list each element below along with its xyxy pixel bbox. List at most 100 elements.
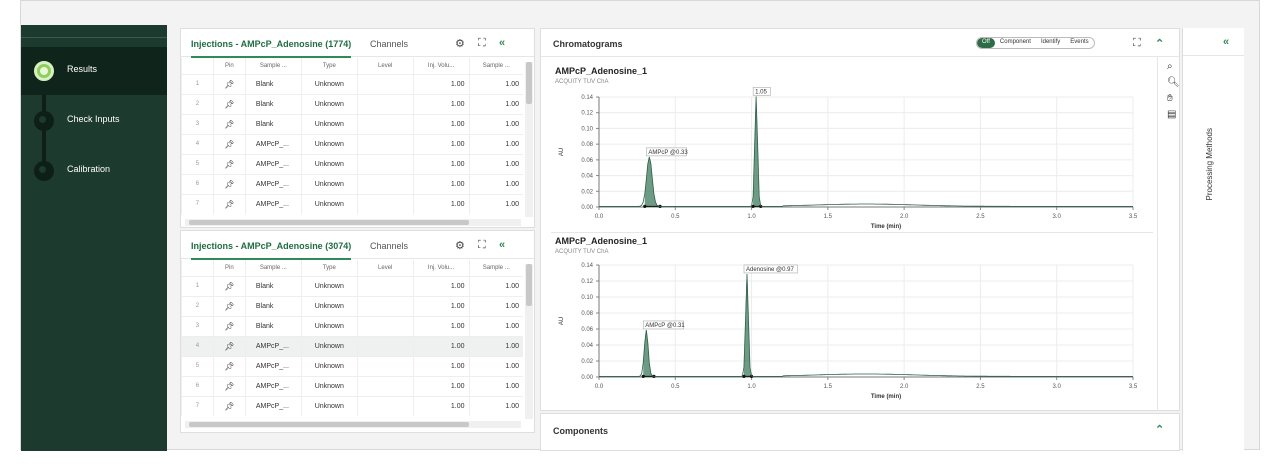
scrollbar-thumb[interactable] <box>189 422 469 427</box>
table-row[interactable]: 1 📌︎ Blank Unknown 1.00 1.00 <box>181 275 523 296</box>
column-header[interactable]: Type <box>300 260 358 276</box>
table-row[interactable]: 2 📌︎ Blank Unknown 1.00 1.00 <box>181 93 523 114</box>
chromatogram-chart-2[interactable]: 0.00 0.02 0.04 0.06 0.08 0.10 0.12 0.14 0.0 0.5 1.… <box>551 255 1151 401</box>
expand-icon[interactable]: ⛶ <box>1133 37 1141 49</box>
horizontal-scrollbar[interactable] <box>185 421 521 428</box>
pushpin-icon[interactable]: 📌︎ <box>212 93 246 114</box>
peak-label-box <box>642 320 684 330</box>
x-tick-label: 3.0 <box>1053 214 1062 220</box>
pushpin-icon[interactable]: 📌︎ <box>212 375 246 396</box>
column-header[interactable]: Level <box>356 260 414 276</box>
annotation-toggle[interactable]: Off Component Identify Events <box>976 37 1095 49</box>
inj-volume-cell: 1.00 <box>412 275 470 296</box>
column-header[interactable]: Type <box>300 58 358 74</box>
level-cell <box>356 133 414 154</box>
pushpin-icon[interactable]: 📌︎ <box>212 395 246 416</box>
expand-icon[interactable]: ⛶ <box>478 239 486 251</box>
pushpin-icon[interactable]: 📌︎ <box>212 133 246 154</box>
chromatogram-title: AMPcP_Adenosine_1 <box>555 236 648 246</box>
peak-label-text: AMPcP @0.31 <box>645 323 685 329</box>
row-number: 1 <box>181 275 214 296</box>
type-cell: Unknown <box>300 173 358 194</box>
zoom-reset-icon[interactable]: ⌕ <box>1167 61 1173 72</box>
inj-volume-cell: 1.00 <box>412 73 470 94</box>
table-row[interactable]: 6 📌︎ AMPcP_... Unknown 1.00 1.00 <box>181 173 523 194</box>
pushpin-icon[interactable]: 📌︎ <box>212 73 246 94</box>
pushpin-icon[interactable]: 📌︎ <box>212 193 246 214</box>
toggle-option-off[interactable]: Off <box>977 38 995 48</box>
horizontal-scrollbar[interactable] <box>185 219 521 226</box>
table-row[interactable]: 1 📌︎ Blank Unknown 1.00 1.00 <box>181 73 523 94</box>
column-header[interactable]: Sample ... <box>244 58 302 74</box>
expand-up-icon[interactable]: ⌃ <box>1155 424 1165 436</box>
tab-injections[interactable]: Injections - AMPcP_Adenosine (3074) <box>191 241 352 260</box>
type-cell: Unknown <box>300 133 358 154</box>
tab-injections[interactable]: Injections - AMPcP_Adenosine (1774) <box>191 39 352 58</box>
panel-header: Chromatograms Off Component Identify Eve… <box>541 29 1179 57</box>
double-chevron-left-icon[interactable]: « <box>1223 36 1230 48</box>
scrollbar-thumb[interactable] <box>189 220 469 225</box>
column-header[interactable]: Sample ... <box>468 260 523 276</box>
sample-value-cell: 1.00 <box>468 275 523 296</box>
step-label: Calibration <box>67 164 111 174</box>
pushpin-icon[interactable]: 📌︎ <box>212 275 246 296</box>
vertical-scrollbar[interactable] <box>525 264 533 419</box>
tab-channels[interactable]: Channels <box>370 39 409 49</box>
inj-volume-cell: 1.00 <box>412 375 470 396</box>
column-header[interactable]: Sample ... <box>244 260 302 276</box>
pushpin-icon[interactable]: 📌︎ <box>212 113 246 134</box>
chromatogram-chart-1[interactable]: 0.00 0.02 0.04 0.06 0.08 0.10 0.12 0.14 0.0 0.5 1.… <box>551 87 1151 231</box>
step-indicator-icon <box>34 111 54 131</box>
step-check-inputs[interactable]: Check Inputs <box>21 97 167 145</box>
peak-start-marker <box>643 204 647 208</box>
table-row[interactable]: 7 📌︎ AMPcP_... Unknown 1.00 1.00 <box>181 193 523 214</box>
gear-icon[interactable]: ⚙ <box>455 240 465 252</box>
table-row[interactable]: 3 📌︎ Blank Unknown 1.00 1.00 <box>181 315 523 336</box>
column-header[interactable]: Inj. Volu... <box>412 260 470 276</box>
zoom-icon[interactable]: 🔍︎ <box>1167 77 1180 88</box>
toggle-option-events[interactable]: Events <box>1070 39 1089 45</box>
collapse-up-icon[interactable]: ⌃ <box>1155 38 1165 50</box>
table-header-row: Pin Sample ... Type Level Inj. Volu... S… <box>181 58 523 74</box>
scrollbar-thumb[interactable] <box>526 264 532 306</box>
pushpin-icon[interactable]: 📌︎ <box>212 153 246 174</box>
toggle-option-identify[interactable]: Identify <box>1040 39 1061 45</box>
hand-icon[interactable]: ✋︎ <box>1167 93 1173 104</box>
pushpin-icon[interactable]: 📌︎ <box>212 335 246 356</box>
sample-name-cell: AMPcP_... <box>244 375 302 396</box>
vertical-scrollbar[interactable] <box>525 62 533 217</box>
gear-icon[interactable]: ⚙ <box>455 38 465 50</box>
processing-methods-panel[interactable]: « Processing Methods <box>1182 28 1244 451</box>
x-tick-label: 1.0 <box>747 384 756 390</box>
double-chevron-left-icon[interactable]: « <box>499 37 506 49</box>
column-header[interactable]: Level <box>356 58 414 74</box>
step-results[interactable]: Results <box>21 47 167 95</box>
table-row[interactable]: 7 📌︎ AMPcP_... Unknown 1.00 1.00 <box>181 395 523 416</box>
tab-channels[interactable]: Channels <box>370 241 409 251</box>
pushpin-icon[interactable]: 📌︎ <box>212 295 246 316</box>
pushpin-icon[interactable]: 📌︎ <box>212 173 246 194</box>
column-header[interactable]: Pin <box>212 58 246 74</box>
peak-label: Adenosine @0.97 <box>743 264 798 274</box>
scrollbar-thumb[interactable] <box>526 62 532 104</box>
column-header[interactable]: Sample ... <box>468 58 523 74</box>
column-header[interactable]: Pin <box>212 260 246 276</box>
toggle-option-component[interactable]: Component <box>999 39 1031 45</box>
expand-icon[interactable]: ⛶ <box>478 37 486 49</box>
table-row[interactable]: 2 📌︎ Blank Unknown 1.00 1.00 <box>181 295 523 316</box>
table-row[interactable]: 4 📌︎ AMPcP_... Unknown 1.00 1.00 <box>181 335 523 356</box>
table-row[interactable]: 4 📌︎ AMPcP_... Unknown 1.00 1.00 <box>181 133 523 154</box>
table-row[interactable]: 6 📌︎ AMPcP_... Unknown 1.00 1.00 <box>181 375 523 396</box>
column-header[interactable]: Inj. Volu... <box>412 58 470 74</box>
table-row[interactable]: 5 📌︎ AMPcP_... Unknown 1.00 1.00 <box>181 355 523 376</box>
step-calibration[interactable]: Calibration <box>21 147 167 195</box>
table-row[interactable]: 5 📌︎ AMPcP_... Unknown 1.00 1.00 <box>181 153 523 174</box>
pushpin-icon[interactable]: 📌︎ <box>212 355 246 376</box>
table-row[interactable]: 3 📌︎ Blank Unknown 1.00 1.00 <box>181 113 523 134</box>
layers-icon[interactable]: ▤ <box>1167 109 1177 120</box>
x-tick-label: 0.5 <box>671 384 680 390</box>
pushpin-icon[interactable]: 📌︎ <box>212 315 246 336</box>
double-chevron-left-icon[interactable]: « <box>499 239 506 251</box>
chromatogram-trace <box>599 96 1133 207</box>
row-number: 6 <box>181 375 214 396</box>
